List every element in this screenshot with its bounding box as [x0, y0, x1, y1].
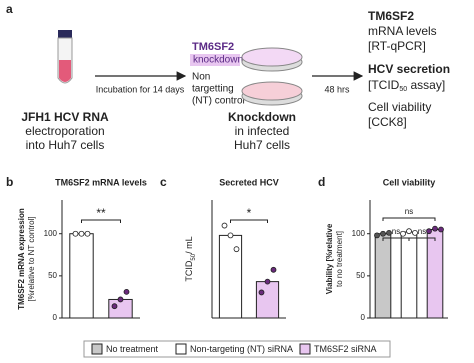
y-tick-label: 100 [44, 229, 58, 238]
readout-part: [TCID [368, 78, 400, 92]
legend-swatch [299, 343, 311, 355]
legend-label: No treatment [106, 344, 159, 354]
data-point [84, 230, 91, 237]
y-axis-label: [%relative to NT control] [27, 216, 36, 301]
bar [69, 233, 94, 319]
control-text: Non [192, 72, 210, 83]
arrow-label: Incubation for 14 days [96, 84, 185, 94]
data-point [386, 229, 392, 236]
data-point [432, 225, 438, 232]
bar [426, 229, 444, 319]
bar [255, 281, 280, 319]
data-point [258, 289, 265, 296]
y-axis-label-part: TCID [184, 260, 194, 281]
y-axis-label: TCID50/ mL [184, 236, 196, 281]
control-text: (NT) control [192, 96, 245, 107]
data-point [438, 226, 444, 233]
data-point [400, 230, 406, 237]
data-point [264, 278, 271, 285]
y-axis-label: TM6SF2 mRNA expression [17, 208, 26, 310]
y-axis-label: Viability [%relative [325, 223, 334, 294]
bar [400, 231, 418, 319]
significance-label: ns [405, 207, 413, 216]
bar [374, 233, 392, 319]
legend-swatch [175, 343, 187, 355]
y-tick-label: 0 [53, 313, 58, 322]
readout: [CCK8] [368, 115, 407, 129]
arrow-label: 48 hrs [324, 84, 350, 94]
knockdown-title: TM6SF2 [192, 41, 234, 53]
step-text: Huh7 cells [234, 138, 290, 152]
data-point [117, 296, 124, 303]
y-tick-label: 50 [356, 271, 365, 280]
readout: HCV secretion [368, 62, 450, 76]
readout-part: assay] [407, 78, 445, 92]
y-axis-label-part: / mL [184, 236, 194, 254]
significance-bracket [81, 219, 121, 223]
readout-sub: 50 [399, 86, 407, 93]
legend-label: Non-targeting (NT) siRNA [190, 344, 293, 354]
step-text: Knockdown [228, 110, 296, 124]
significance-label: ** [96, 206, 106, 220]
step-text: JFH1 HCV RNA [21, 110, 109, 124]
step-text: into Huh7 cells [26, 138, 105, 152]
dish-icons [241, 47, 303, 106]
significance-bracket [408, 237, 436, 241]
panel-a: a JFH1 HCV RNA electroporation into Huh7… [6, 2, 450, 152]
control-text: targetting [192, 84, 234, 95]
readout: mRNA levels [368, 24, 437, 38]
significance-label: ns [392, 227, 400, 236]
data-point [111, 303, 118, 310]
chart-title: Cell viability [383, 177, 436, 187]
y-tick-label: 50 [48, 271, 57, 280]
y-tick-label: 0 [361, 313, 366, 322]
readout: Cell viability [368, 100, 431, 114]
chart-title: TM6SF2 mRNA levels [55, 177, 147, 187]
y-tick-label: 100 [352, 229, 366, 238]
significance-bracket [230, 219, 268, 223]
data-point [426, 228, 432, 235]
data-point [78, 230, 85, 237]
panel-label: c [160, 175, 167, 189]
data-point [374, 232, 380, 239]
label-bg [190, 54, 240, 66]
data-point [227, 232, 234, 239]
panel-label: d [318, 175, 325, 189]
significance-label: ns [418, 227, 426, 236]
data-point [72, 230, 79, 237]
legend-swatch [91, 343, 103, 355]
data-point [123, 288, 130, 295]
step-text: electroporation [25, 124, 104, 138]
data-point [412, 229, 418, 236]
step-text: in infected [235, 124, 290, 138]
significance-label: * [247, 206, 252, 220]
legend-label: TM6SF2 siRNA [314, 344, 377, 354]
legend-frame [83, 340, 391, 358]
data-point [406, 228, 412, 235]
chart-title: Secreted HCV [219, 177, 279, 187]
data-point [221, 222, 228, 229]
y-axis-label: to no treatment] [335, 231, 344, 287]
panel-label: a [6, 2, 13, 16]
readout: [TCID50 assay] [368, 78, 445, 93]
data-point [233, 246, 240, 253]
data-point [380, 230, 386, 237]
data-point [270, 266, 277, 273]
readout: [RT-qPCR] [368, 39, 426, 53]
tube-icon [57, 30, 73, 84]
panel-label: b [6, 175, 13, 189]
knockdown-sub: knockdown [193, 55, 243, 66]
significance-bracket [382, 217, 436, 221]
y-axis-label-sub: 50 [191, 253, 197, 260]
readout: TM6SF2 [368, 9, 414, 23]
